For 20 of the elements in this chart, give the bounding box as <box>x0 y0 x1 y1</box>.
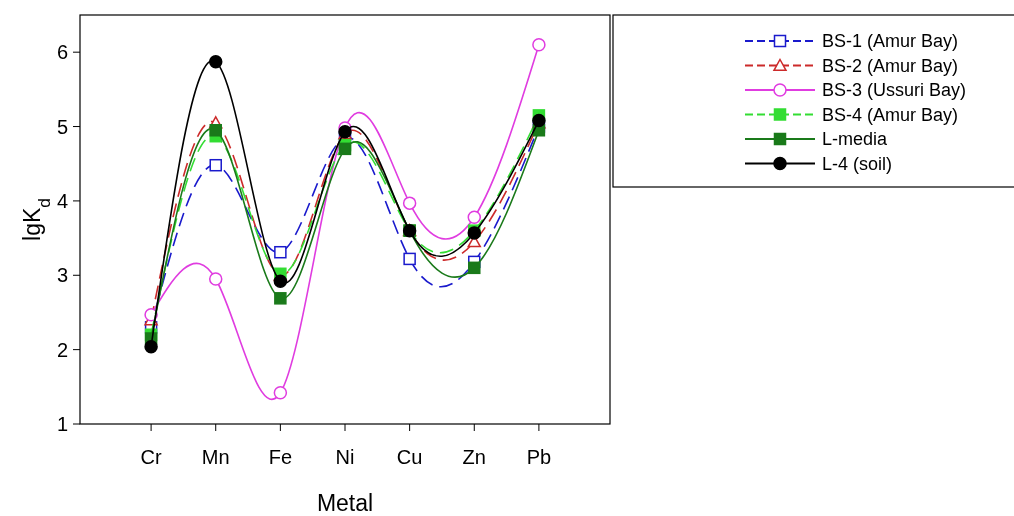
legend-label: L-4 (soil) <box>822 153 893 174</box>
x-tick-label: Cu <box>396 446 423 468</box>
legend-label: BS-2 (Amur Bay) <box>822 55 959 76</box>
legend-label: BS-1 (Amur Bay) <box>822 31 959 52</box>
x-axis-title: Metal <box>316 490 374 516</box>
legend-label: BS-3 (Ussuri Bay) <box>822 80 967 101</box>
y-tick-label: 4 <box>56 189 68 212</box>
x-tick-label: Pb <box>526 446 552 468</box>
x-tick-label: Fe <box>268 446 293 468</box>
x-tick-label: Ni <box>335 446 355 468</box>
y-tick-label: 2 <box>56 338 68 361</box>
y-tick-label: 1 <box>56 413 68 435</box>
x-tick-label: Zn <box>462 446 486 468</box>
legend-label: BS-4 (Amur Bay) <box>822 104 959 125</box>
legend-label: L-media <box>822 129 889 150</box>
x-tick-label: Cr <box>140 446 162 468</box>
y-tick-label: 3 <box>56 264 68 287</box>
y-tick-label: 6 <box>56 41 68 64</box>
y-tick-label: 5 <box>56 115 68 138</box>
x-tick-label: Mn <box>201 446 230 468</box>
